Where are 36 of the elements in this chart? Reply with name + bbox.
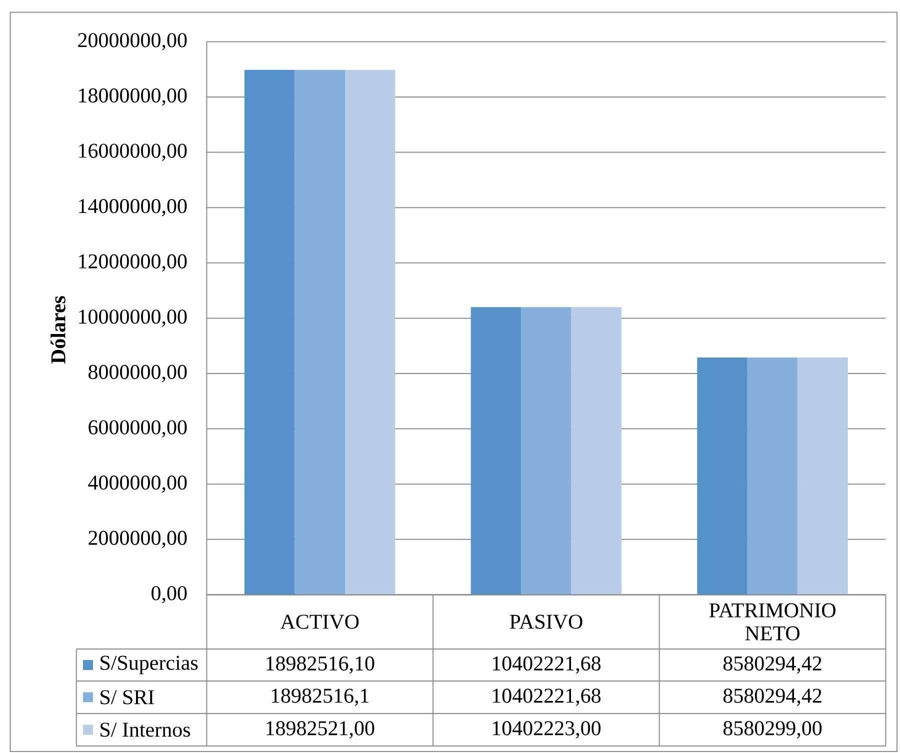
- bar: [747, 357, 798, 595]
- y-tick-label: 14000000,00: [79, 199, 187, 216]
- data-label: 10402221,68: [492, 688, 601, 706]
- y-tick-label: 10000000,00: [79, 310, 187, 327]
- legend-label: S/ SRI: [100, 690, 154, 704]
- y-tick-label: 6000000,00: [88, 420, 187, 438]
- data-label: 10402221,68: [492, 656, 601, 674]
- y-tick-label: 20000000,00: [78, 33, 187, 50]
- bar: [798, 357, 848, 595]
- data-label: 8580294,42: [723, 656, 822, 674]
- data-label: 18982516,10: [266, 656, 374, 674]
- x-tick-label: PATRIMONIO NETO: [709, 603, 836, 640]
- x-tick-label: PASIVO: [510, 614, 582, 629]
- data-label: 18982521,00: [266, 721, 374, 738]
- data-label: 10402223,00: [492, 721, 601, 738]
- bar: [571, 307, 622, 595]
- bar: [697, 357, 748, 595]
- data-label: 8580294,42: [723, 688, 822, 706]
- legend-label: S/Supercias: [100, 656, 198, 674]
- bar: [521, 307, 572, 595]
- y-tick-label: 12000000,00: [79, 254, 187, 272]
- y-tick-label: 8000000,00: [88, 364, 187, 382]
- y-tick-label: 16000000,00: [79, 144, 187, 161]
- data-label: 8580299,00: [723, 721, 822, 738]
- x-tick-label: ACTIVO: [280, 614, 359, 629]
- y-tick-label: 18000000,00: [79, 88, 187, 106]
- y-tick-label: 0,00: [152, 586, 187, 604]
- bar: [344, 70, 396, 595]
- y-tick-label: 2000000,00: [88, 530, 187, 548]
- bar: [294, 70, 345, 595]
- legend-label: S/ Internos: [100, 722, 190, 737]
- bar: [470, 307, 522, 595]
- bar: [244, 70, 295, 595]
- y-axis-title: Dólares: [50, 296, 66, 364]
- y-tick-label: 4000000,00: [88, 476, 187, 493]
- data-label: 18982516,1: [272, 688, 368, 706]
